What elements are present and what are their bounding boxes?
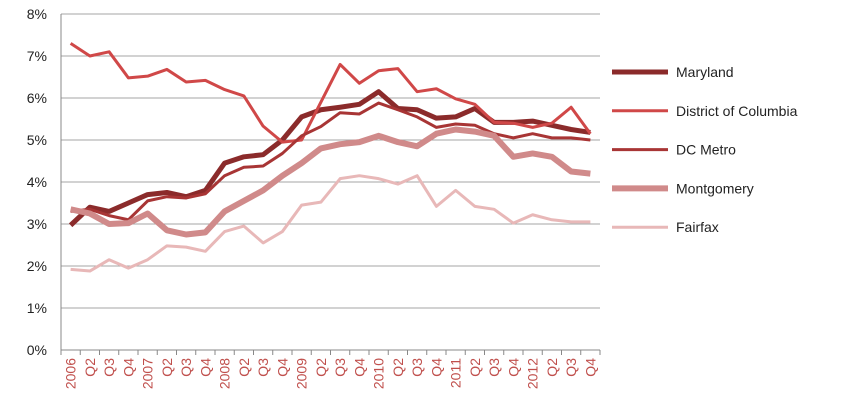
x-tick-label: Q4 bbox=[505, 358, 521, 377]
series-line bbox=[69, 126, 591, 238]
y-tick-label: 8% bbox=[27, 6, 47, 22]
x-tick-label: Q3 bbox=[332, 358, 348, 377]
x-tick-label: Q3 bbox=[178, 358, 194, 377]
x-tick-label: Q4 bbox=[120, 358, 136, 377]
x-tick-label: 2008 bbox=[217, 358, 233, 389]
series-line bbox=[70, 101, 591, 222]
series-line bbox=[69, 42, 592, 144]
x-tick-label: Q3 bbox=[563, 358, 579, 377]
x-tick-label: Q2 bbox=[390, 358, 406, 377]
y-tick-label: 0% bbox=[27, 342, 47, 358]
y-tick-label: 5% bbox=[27, 132, 47, 148]
x-tick-label: 2006 bbox=[63, 358, 79, 389]
legend-label: Montgomery bbox=[676, 180, 754, 196]
x-tick-label: Q2 bbox=[467, 358, 483, 377]
x-tick-label: Q2 bbox=[82, 358, 98, 377]
x-tick-label: Q3 bbox=[101, 358, 117, 377]
y-tick-label: 7% bbox=[27, 48, 47, 64]
y-tick-label: 6% bbox=[27, 90, 47, 106]
x-tick-label: 2012 bbox=[525, 358, 541, 389]
legend-label: DC Metro bbox=[676, 142, 736, 158]
x-tick-label: Q4 bbox=[351, 358, 367, 377]
y-tick-label: 3% bbox=[27, 216, 47, 232]
x-tick-label: 2010 bbox=[371, 358, 387, 389]
x-tick-label: Q3 bbox=[255, 358, 271, 377]
x-tick-label: Q2 bbox=[159, 358, 175, 377]
legend-label: Maryland bbox=[676, 64, 734, 80]
x-tick-label: Q3 bbox=[486, 358, 502, 377]
x-tick-label: Q4 bbox=[197, 358, 213, 377]
legend-label: Fairfax bbox=[676, 219, 719, 235]
x-tick-label: 2009 bbox=[294, 358, 310, 389]
y-tick-label: 1% bbox=[27, 300, 47, 316]
y-tick-label: 2% bbox=[27, 258, 47, 274]
x-tick-label: Q4 bbox=[428, 358, 444, 377]
series-line bbox=[70, 174, 591, 273]
x-tick-label: Q2 bbox=[313, 358, 329, 377]
legend-label: District of Columbia bbox=[676, 103, 798, 119]
x-tick-label: Q4 bbox=[274, 358, 290, 377]
y-tick-label: 4% bbox=[27, 174, 47, 190]
x-tick-label: Q4 bbox=[582, 358, 598, 377]
x-tick-label: Q2 bbox=[544, 358, 560, 377]
x-tick-label: 2011 bbox=[448, 358, 464, 388]
x-tick-label: Q3 bbox=[409, 358, 425, 377]
x-tick-label: 2007 bbox=[140, 358, 156, 389]
x-tick-label: Q2 bbox=[236, 358, 252, 377]
